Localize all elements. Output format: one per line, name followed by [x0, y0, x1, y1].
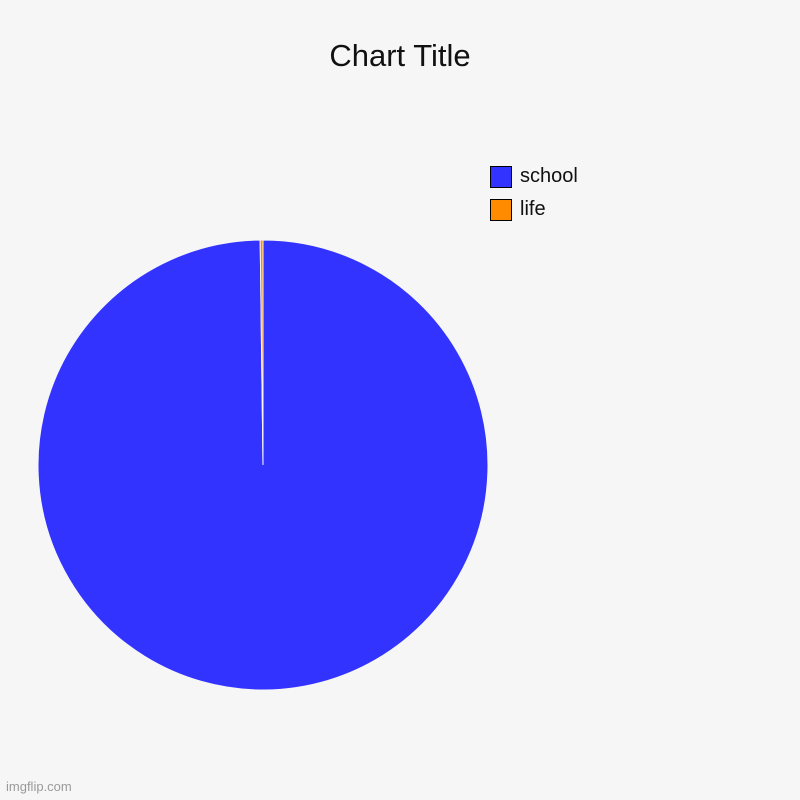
legend-item: life	[490, 198, 578, 221]
legend-swatch	[490, 166, 512, 188]
pie-chart	[38, 240, 488, 690]
legend-item: school	[490, 165, 578, 188]
legend-swatch	[490, 199, 512, 221]
watermark: imgflip.com	[6, 779, 72, 794]
legend: school life	[490, 165, 578, 231]
legend-label: life	[520, 198, 546, 221]
chart-title: Chart Title	[0, 38, 800, 74]
legend-label: school	[520, 165, 578, 188]
pie-svg	[38, 240, 488, 690]
